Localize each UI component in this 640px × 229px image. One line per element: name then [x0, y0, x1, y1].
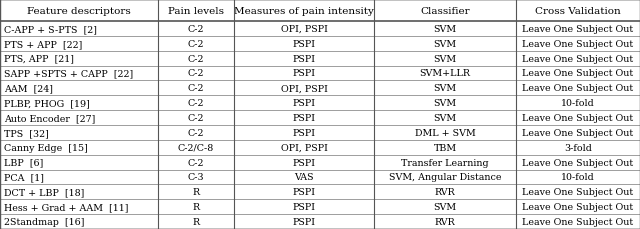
- Text: C-2: C-2: [188, 55, 204, 63]
- Text: Leave One Subject Out: Leave One Subject Out: [522, 202, 634, 211]
- Text: SVM+LLR: SVM+LLR: [419, 69, 470, 78]
- Text: Leave One Subject Out: Leave One Subject Out: [522, 128, 634, 137]
- Text: DML + SVM: DML + SVM: [415, 128, 476, 137]
- Text: PCA  [1]: PCA [1]: [4, 173, 44, 182]
- Text: RVR: RVR: [435, 217, 456, 226]
- Text: R: R: [193, 202, 200, 211]
- Text: Pain levels: Pain levels: [168, 6, 224, 15]
- Text: TPS  [32]: TPS [32]: [4, 128, 49, 137]
- Text: OPI, PSPI: OPI, PSPI: [280, 84, 328, 93]
- Text: C-2: C-2: [188, 40, 204, 49]
- Text: SVM: SVM: [433, 114, 456, 123]
- Text: Leave One Subject Out: Leave One Subject Out: [522, 69, 634, 78]
- Text: PLBP, PHOG  [19]: PLBP, PHOG [19]: [4, 99, 90, 108]
- Text: Measures of pain intensity: Measures of pain intensity: [234, 6, 374, 15]
- Text: Leave One Subject Out: Leave One Subject Out: [522, 114, 634, 123]
- Text: PSPI: PSPI: [292, 40, 316, 49]
- Text: Feature descriptors: Feature descriptors: [27, 6, 131, 15]
- Text: C-2: C-2: [188, 158, 204, 167]
- Text: SVM: SVM: [433, 55, 456, 63]
- Text: PSPI: PSPI: [292, 202, 316, 211]
- Text: PTS, APP  [21]: PTS, APP [21]: [4, 55, 74, 63]
- Text: C-2: C-2: [188, 99, 204, 108]
- Text: R: R: [193, 217, 200, 226]
- Text: Leave One Subject Out: Leave One Subject Out: [522, 84, 634, 93]
- Text: PSPI: PSPI: [292, 158, 316, 167]
- Text: PSPI: PSPI: [292, 69, 316, 78]
- Text: C-2: C-2: [188, 69, 204, 78]
- Bar: [0, 0, 640, 22]
- Text: C-2: C-2: [188, 84, 204, 93]
- Text: SVM: SVM: [433, 99, 456, 108]
- Text: OPI, PSPI: OPI, PSPI: [280, 25, 328, 34]
- Text: SVM: SVM: [433, 84, 456, 93]
- Text: SVM: SVM: [433, 25, 456, 34]
- Text: SVM: SVM: [433, 202, 456, 211]
- Text: Leave One Subject Out: Leave One Subject Out: [522, 158, 634, 167]
- Text: PSPI: PSPI: [292, 217, 316, 226]
- Text: 10-fold: 10-fold: [561, 99, 595, 108]
- Text: Leave One Subject Out: Leave One Subject Out: [522, 188, 634, 196]
- Text: 10-fold: 10-fold: [561, 173, 595, 182]
- Text: OPI, PSPI: OPI, PSPI: [280, 143, 328, 152]
- Text: C-2: C-2: [188, 25, 204, 34]
- Text: C-2: C-2: [188, 114, 204, 123]
- Text: Cross Validation: Cross Validation: [535, 6, 621, 15]
- Text: LBP  [6]: LBP [6]: [4, 158, 44, 167]
- Text: C-APP + S-PTS  [2]: C-APP + S-PTS [2]: [4, 25, 97, 34]
- Text: Leave One Subject Out: Leave One Subject Out: [522, 25, 634, 34]
- Text: SAPP +SPTS + CAPP  [22]: SAPP +SPTS + CAPP [22]: [4, 69, 133, 78]
- Text: Auto Encoder  [27]: Auto Encoder [27]: [4, 114, 95, 123]
- Text: VAS: VAS: [294, 173, 314, 182]
- Text: PSPI: PSPI: [292, 114, 316, 123]
- Text: Leave One Subject Out: Leave One Subject Out: [522, 55, 634, 63]
- Text: PSPI: PSPI: [292, 99, 316, 108]
- Text: 3-fold: 3-fold: [564, 143, 592, 152]
- Text: AAM  [24]: AAM [24]: [4, 84, 53, 93]
- Text: DCT + LBP  [18]: DCT + LBP [18]: [4, 188, 84, 196]
- Text: Transfer Learning: Transfer Learning: [401, 158, 489, 167]
- Text: Hess + Grad + AAM  [11]: Hess + Grad + AAM [11]: [4, 202, 129, 211]
- Text: PSPI: PSPI: [292, 128, 316, 137]
- Text: C-2: C-2: [188, 128, 204, 137]
- Text: PSPI: PSPI: [292, 55, 316, 63]
- Text: C-3: C-3: [188, 173, 204, 182]
- Text: Leave One Subject Out: Leave One Subject Out: [522, 40, 634, 49]
- Text: PSPI: PSPI: [292, 188, 316, 196]
- Text: PTS + APP  [22]: PTS + APP [22]: [4, 40, 83, 49]
- Text: 2Standmap  [16]: 2Standmap [16]: [4, 217, 84, 226]
- Text: SVM, Angular Distance: SVM, Angular Distance: [388, 173, 501, 182]
- Text: Leave One Subject Out: Leave One Subject Out: [522, 217, 634, 226]
- Text: R: R: [193, 188, 200, 196]
- Text: Classifier: Classifier: [420, 6, 470, 15]
- Text: RVR: RVR: [435, 188, 456, 196]
- Text: SVM: SVM: [433, 40, 456, 49]
- Text: Canny Edge  [15]: Canny Edge [15]: [4, 143, 88, 152]
- Text: TBM: TBM: [433, 143, 456, 152]
- Text: C-2/C-8: C-2/C-8: [178, 143, 214, 152]
